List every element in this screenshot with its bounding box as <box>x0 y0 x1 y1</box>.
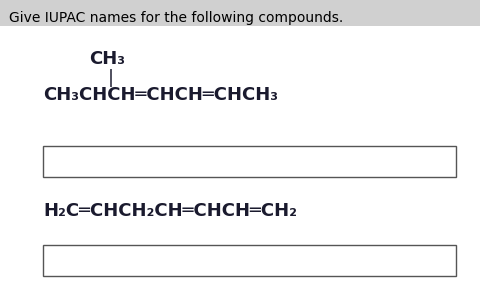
Text: H₂C═CHCH₂CH═CHCH═CH₂: H₂C═CHCH₂CH═CHCH═CH₂ <box>43 202 297 220</box>
Text: CH₃CHCH═CHCH═CHCH₃: CH₃CHCH═CHCH═CHCH₃ <box>43 86 278 104</box>
FancyBboxPatch shape <box>43 245 456 276</box>
Text: Give IUPAC names for the following compounds.: Give IUPAC names for the following compo… <box>9 11 343 25</box>
FancyBboxPatch shape <box>0 0 480 26</box>
FancyBboxPatch shape <box>43 146 456 177</box>
Text: CH₃: CH₃ <box>89 50 125 68</box>
Text: |: | <box>108 69 113 87</box>
